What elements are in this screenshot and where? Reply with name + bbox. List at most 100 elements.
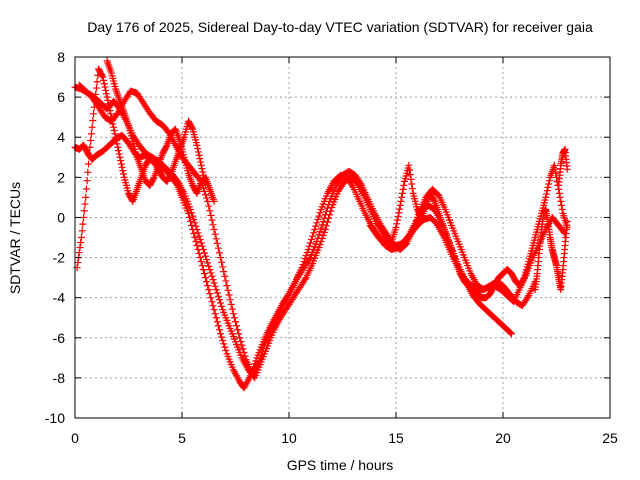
- data-point: [194, 148, 202, 156]
- data-point: [112, 137, 120, 145]
- data-point: [195, 250, 203, 258]
- data-point: [386, 239, 394, 247]
- data-point: [324, 204, 332, 212]
- data-point: [194, 229, 202, 237]
- y-axis-label: SDTVAR / TECUs: [7, 182, 23, 294]
- data-point: [197, 258, 205, 266]
- data-point: [77, 234, 85, 241]
- data-point: [260, 341, 268, 349]
- data-point: [399, 185, 407, 193]
- data-point: [232, 318, 239, 326]
- data-point: [396, 201, 404, 209]
- data-point: [207, 269, 215, 277]
- data-point: [205, 286, 213, 294]
- data-point: [195, 151, 203, 159]
- data-point: [550, 161, 558, 169]
- data-point: [195, 232, 203, 240]
- data-point: [258, 348, 266, 356]
- data-point: [317, 224, 325, 232]
- data-point: [309, 232, 317, 240]
- data-point: [196, 155, 204, 163]
- data-point: [348, 182, 356, 190]
- data-point: [207, 294, 215, 302]
- data-point: [110, 127, 118, 135]
- x-axis-ticks: 0 5 10 15 20 25: [71, 57, 618, 446]
- data-point: [107, 110, 115, 118]
- data-point: [543, 190, 551, 198]
- data-point: [217, 330, 225, 338]
- data-point: [113, 140, 121, 148]
- data-point: [311, 225, 319, 233]
- data-point: [79, 220, 87, 228]
- data-point: [107, 113, 115, 121]
- data-point: [558, 205, 566, 213]
- y-tick-label: -8: [53, 370, 66, 386]
- data-point: [312, 222, 320, 230]
- data-point: [210, 279, 218, 287]
- data-point: [209, 221, 217, 229]
- data-point: [103, 93, 111, 101]
- data-point: [226, 296, 234, 304]
- data-point: [74, 259, 82, 267]
- x-tick-label: 0: [71, 430, 79, 446]
- data-point: [430, 196, 438, 204]
- data-point: [325, 201, 333, 209]
- y-tick-label: 8: [57, 49, 65, 65]
- data-point: [217, 299, 225, 307]
- data-point: [207, 211, 215, 219]
- data-point: [218, 258, 226, 266]
- data-point: [193, 141, 201, 149]
- data-point: [314, 234, 322, 242]
- data-point: [75, 249, 83, 257]
- data-point: [184, 209, 192, 217]
- data-point: [212, 235, 220, 243]
- data-point: [508, 330, 516, 338]
- data-point: [212, 314, 220, 322]
- data-point: [88, 123, 96, 131]
- series-track-5: [103, 57, 218, 205]
- data-point: [90, 103, 98, 111]
- data-point: [408, 185, 416, 193]
- data-point: [100, 76, 108, 84]
- data-point: [200, 249, 208, 257]
- data-point: [305, 242, 313, 250]
- data-point: [118, 163, 126, 171]
- data-point: [314, 215, 322, 223]
- data-point: [80, 207, 88, 215]
- data-point: [407, 175, 415, 183]
- data-point: [228, 305, 236, 313]
- data-point: [225, 291, 233, 299]
- data-point: [215, 326, 223, 334]
- data-point: [230, 314, 238, 322]
- data-point: [213, 318, 221, 326]
- x-tick-label: 20: [495, 430, 511, 446]
- data-point: [221, 343, 229, 351]
- x-tick-label: 15: [388, 430, 404, 446]
- data-point: [91, 97, 99, 105]
- data-point: [208, 272, 216, 280]
- data-point: [191, 234, 199, 241]
- data-point: [563, 217, 571, 225]
- data-point: [149, 175, 157, 183]
- data-point: [197, 158, 205, 166]
- series-layer: [71, 57, 571, 392]
- data-point: [409, 225, 417, 233]
- data-point: [188, 209, 196, 217]
- chart-title: Day 176 of 2025, Sidereal Day-to-day VTE…: [87, 19, 593, 35]
- data-point: [506, 329, 514, 337]
- data-point: [210, 225, 218, 233]
- data-point: [318, 221, 326, 229]
- data-point: [116, 153, 124, 161]
- data-point: [202, 252, 210, 260]
- data-point: [406, 166, 414, 174]
- data-point: [545, 177, 553, 185]
- data-point: [229, 310, 237, 318]
- data-point: [203, 256, 211, 264]
- data-point: [196, 236, 204, 244]
- x-axis-label: GPS time / hours: [287, 457, 394, 473]
- grid: [75, 57, 610, 418]
- data-point: [357, 180, 365, 188]
- data-point: [214, 322, 222, 330]
- data-point: [112, 133, 120, 141]
